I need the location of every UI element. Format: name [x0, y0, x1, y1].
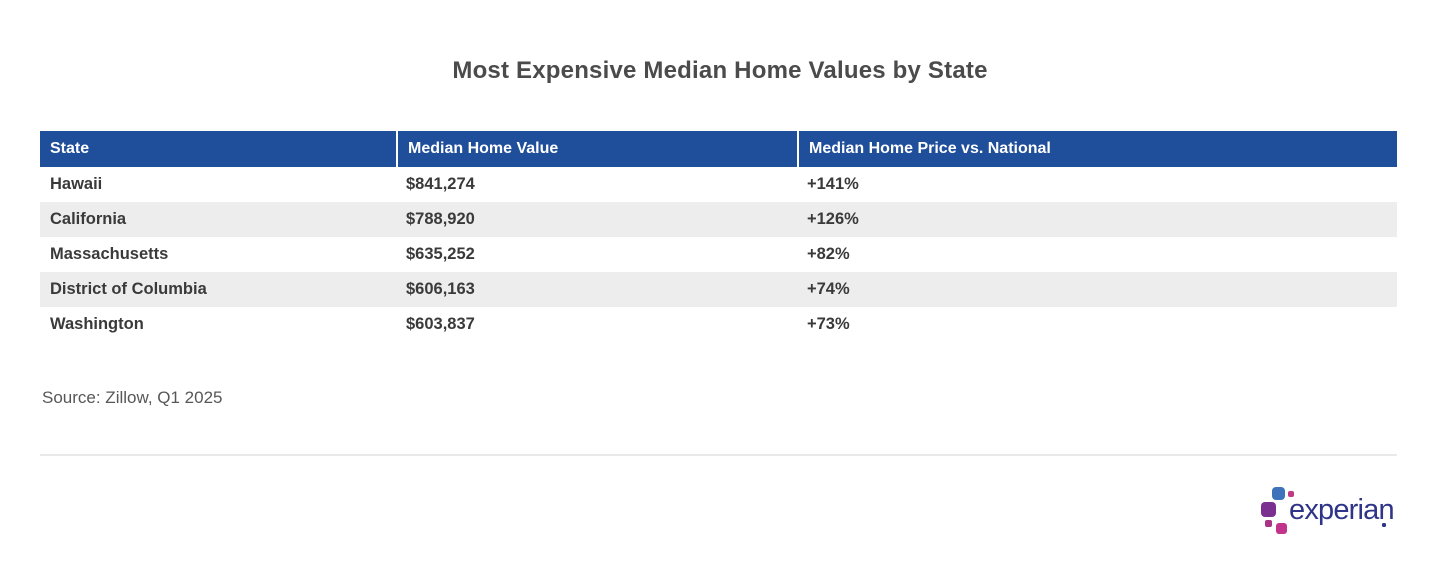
- logo-small-magenta-dot-icon: [1288, 491, 1294, 497]
- table-header-row: State Median Home Value Median Home Pric…: [40, 131, 1397, 167]
- cell-state: Washington: [50, 315, 144, 333]
- table-row: District of Columbia $606,163 +74%: [40, 272, 1397, 307]
- cell-vs-national: +141%: [807, 175, 859, 193]
- table-row: California $788,920 +126%: [40, 202, 1397, 237]
- cell-median-home-value: $788,920: [406, 210, 475, 228]
- table-row: Washington $603,837 +73%: [40, 307, 1397, 342]
- cell-median-home-value: $841,274: [406, 175, 475, 193]
- logo-magenta-square-icon: [1276, 523, 1287, 534]
- source-attribution: Source: Zillow, Q1 2025: [42, 388, 223, 407]
- cell-vs-national: +73%: [807, 315, 850, 333]
- cell-median-home-value: $635,252: [406, 245, 475, 263]
- home-values-table: State Median Home Value Median Home Pric…: [40, 131, 1397, 342]
- experian-logo: experian: [1258, 483, 1398, 545]
- cell-vs-national: +126%: [807, 210, 859, 228]
- cell-vs-national: +74%: [807, 280, 850, 298]
- cell-vs-national: +82%: [807, 245, 850, 263]
- cell-state: Hawaii: [50, 175, 103, 193]
- page-title: Most Expensive Median Home Values by Sta…: [452, 57, 988, 84]
- cell-state: Massachusetts: [50, 245, 169, 263]
- footer-divider: [40, 454, 1397, 456]
- logo-small-magenta-dot-icon: [1265, 520, 1272, 527]
- experian-wordmark: experian: [1289, 494, 1395, 526]
- column-header-vs-national: Median Home Price vs. National: [797, 131, 1397, 167]
- column-header-median-home-value: Median Home Value: [396, 131, 797, 167]
- logo-blue-square-icon: [1272, 487, 1285, 500]
- table-row: Hawaii $841,274 +141%: [40, 167, 1397, 202]
- cell-median-home-value: $603,837: [406, 315, 475, 333]
- column-header-state: State: [50, 140, 90, 157]
- logo-purple-square-icon: [1261, 502, 1276, 517]
- table-row: Massachusetts $635,252 +82%: [40, 237, 1397, 272]
- trademark-symbol: [1382, 523, 1386, 527]
- cell-state: California: [50, 210, 127, 228]
- cell-median-home-value: $606,163: [406, 280, 475, 298]
- cell-state: District of Columbia: [50, 280, 207, 298]
